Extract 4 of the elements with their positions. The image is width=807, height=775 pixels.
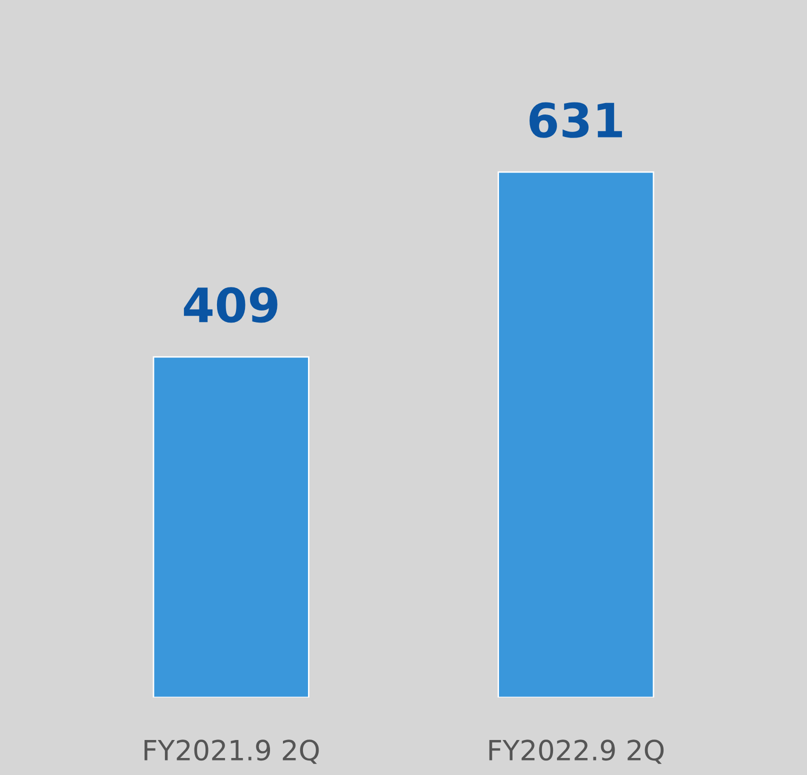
- data-label: 631: [530, 102, 622, 138]
- x-tick-label: FY2021.9 2Q: [144, 740, 319, 764]
- x-tick-label: FY2022.9 2Q: [489, 740, 664, 764]
- data-label: 409: [184, 287, 278, 323]
